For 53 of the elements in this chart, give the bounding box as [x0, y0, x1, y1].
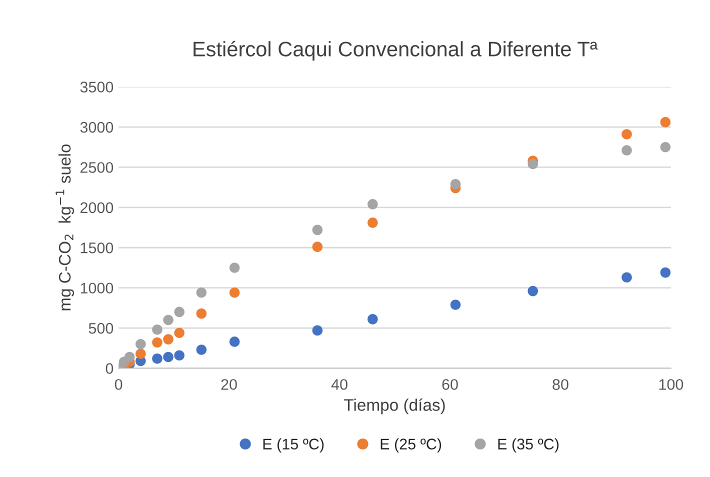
legend-label: E (35 ºC): [498, 438, 559, 453]
point: [622, 145, 632, 156]
point: [450, 300, 461, 310]
y-tick-label: 1500: [80, 242, 114, 254]
x-tick-label: 20: [221, 379, 237, 390]
point: [174, 328, 184, 338]
x-tick-label: 40: [331, 379, 348, 390]
y-tick-label: 500: [88, 322, 114, 334]
x-tick-label: 0: [114, 379, 122, 390]
point: [660, 117, 671, 128]
x-tick-label: 80: [552, 379, 568, 390]
point: [136, 348, 146, 359]
x-axis-title: Tiempo (días): [344, 398, 445, 414]
point: [229, 336, 240, 347]
point: [196, 308, 207, 319]
point: [660, 267, 671, 278]
y-tick-label: 3500: [80, 82, 114, 92]
y-axis-title: mg C-CO$_{2}$ kg$^{−1}$ suelo: [56, 144, 74, 310]
x-tick-label: 100: [659, 379, 684, 390]
legend-label: E (15 ºC): [263, 438, 324, 453]
point: [152, 353, 162, 364]
y-tick-label: 0: [106, 363, 114, 374]
point: [229, 262, 240, 273]
point: [660, 142, 671, 152]
point: [528, 286, 538, 296]
point: [174, 350, 184, 361]
point: [312, 224, 323, 236]
y-tick-label: 2500: [80, 162, 114, 173]
point: [528, 158, 538, 170]
point: [229, 288, 240, 298]
point: [622, 272, 632, 283]
point: [152, 337, 162, 348]
point: [136, 338, 146, 350]
chart-title: Estiércol Caqui Convencional a Diferente Tª: [194, 40, 598, 61]
point: [450, 178, 461, 190]
legend-label: E (25 ºC): [380, 438, 442, 453]
point: [196, 288, 207, 298]
point: [152, 324, 162, 335]
point: [163, 352, 174, 362]
point: [312, 242, 323, 252]
point: [196, 344, 207, 355]
point: [163, 314, 174, 326]
point: [163, 334, 174, 344]
y-tick-label: 2000: [80, 202, 114, 214]
y-tick-label: 3000: [80, 122, 114, 133]
y-tick-label: 1000: [80, 282, 114, 294]
x-tick-label: 60: [442, 379, 458, 390]
point: [368, 199, 378, 210]
point: [368, 218, 378, 228]
point: [622, 129, 632, 140]
point: [174, 306, 184, 318]
point: [368, 314, 378, 324]
point: [312, 325, 323, 336]
